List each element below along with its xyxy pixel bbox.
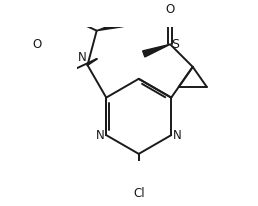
Text: S: S bbox=[171, 38, 179, 51]
Text: O: O bbox=[166, 3, 175, 16]
Polygon shape bbox=[97, 21, 123, 31]
Text: N: N bbox=[96, 129, 105, 142]
Text: N: N bbox=[77, 52, 86, 64]
Text: Cl: Cl bbox=[133, 187, 144, 200]
Text: O: O bbox=[33, 38, 42, 51]
Polygon shape bbox=[143, 44, 170, 57]
Text: N: N bbox=[173, 129, 182, 142]
